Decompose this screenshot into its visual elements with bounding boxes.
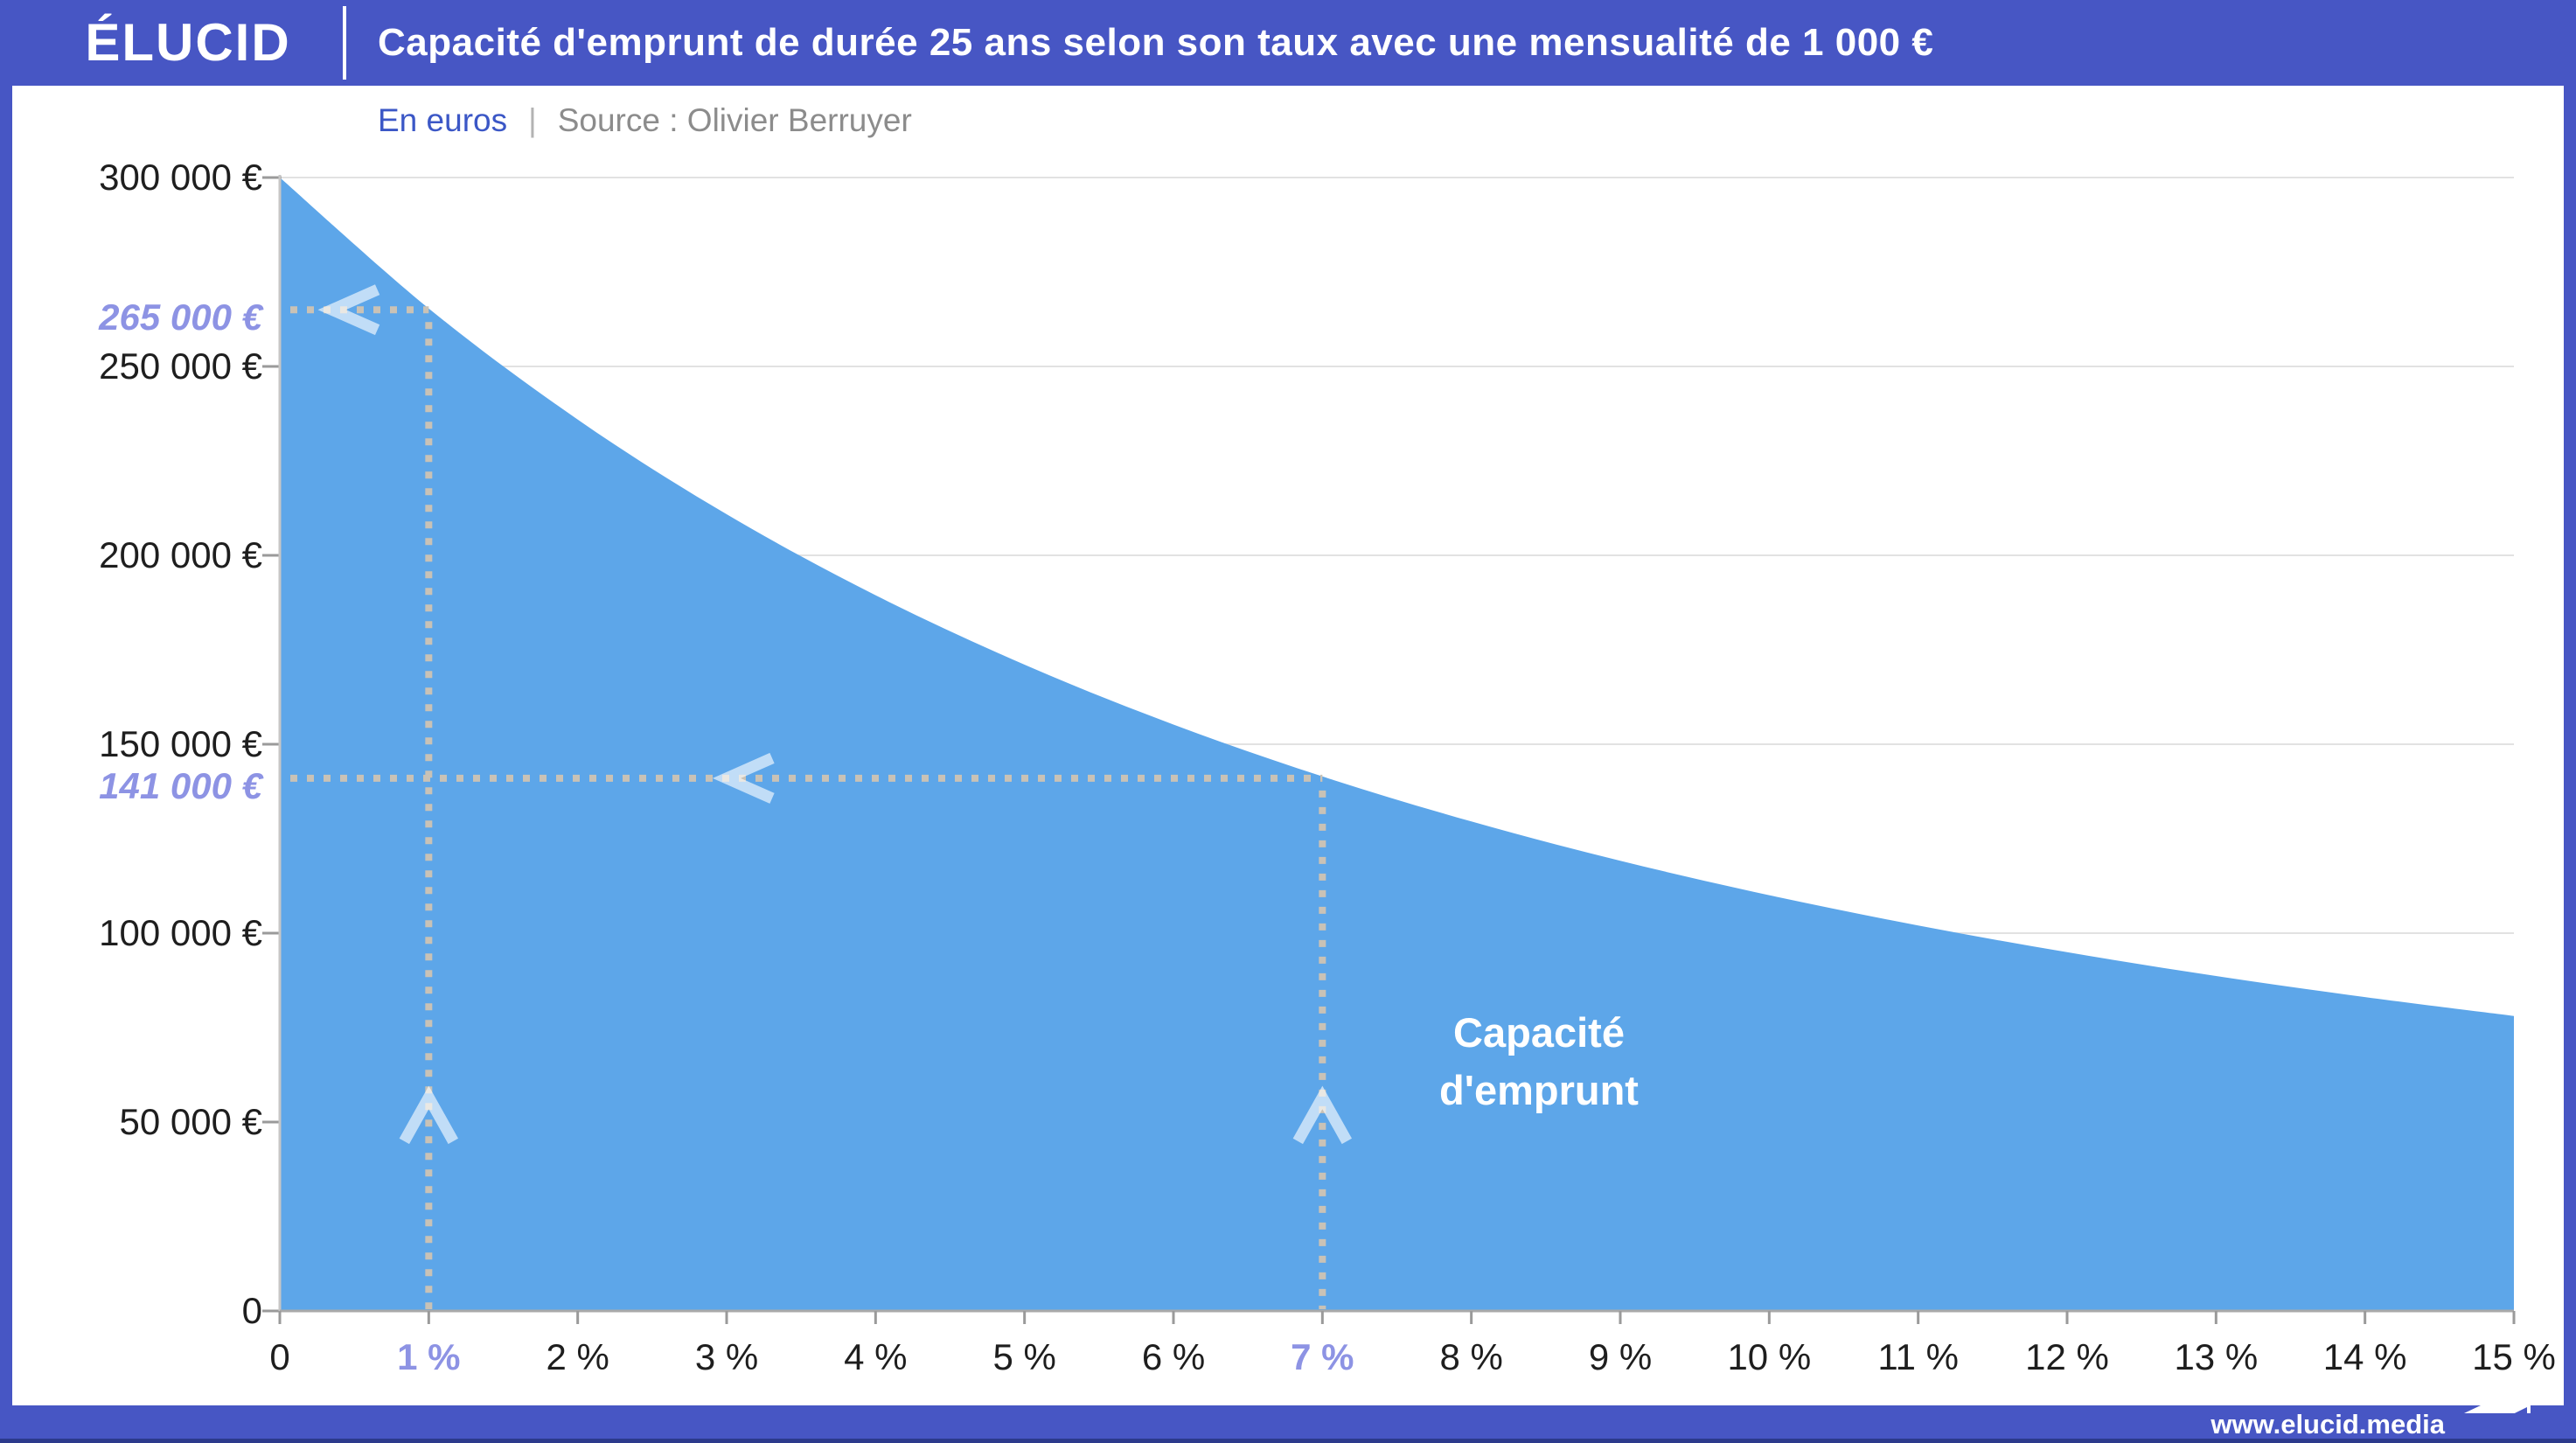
chart-title: Capacité d'emprunt de durée 25 ans selon… — [378, 21, 1934, 64]
x-axis-label: 12 % — [2025, 1336, 2109, 1377]
x-axis-label: 3 % — [694, 1336, 759, 1377]
x-axis-label: 7 % — [1291, 1336, 1354, 1377]
x-axis-label: 10 % — [1727, 1336, 1812, 1377]
unit-label: En euros — [378, 102, 508, 138]
page-left-border — [0, 0, 12, 1443]
footer-bottom-edge — [0, 1439, 2576, 1443]
footer-bar — [0, 1405, 2576, 1443]
x-axis-label: 8 % — [1439, 1336, 1503, 1377]
annotation-label-141000: 141 000 € — [99, 764, 262, 806]
y-axis-label: 100 000 € — [99, 912, 262, 953]
series-label-line2: d'emprunt — [1439, 1067, 1639, 1113]
y-axis-label: 50 000 € — [119, 1101, 263, 1142]
x-axis-label: 5 % — [992, 1336, 1056, 1377]
x-axis-label: 13 % — [2174, 1336, 2259, 1377]
x-axis-label: 14 % — [2322, 1336, 2407, 1377]
header-divider — [343, 6, 346, 80]
y-axis-label: 250 000 € — [99, 345, 262, 387]
elucid-logo: ÉLUCID — [85, 13, 291, 72]
series-label: Capacité d'emprunt — [1439, 1004, 1639, 1119]
x-axis-label: 11 % — [1877, 1336, 1959, 1377]
y-axis-label: 300 000 € — [99, 157, 262, 198]
x-axis-label: 0 — [269, 1336, 290, 1377]
chart-subtitle: En euros | Source : Olivier Berruyer — [378, 94, 912, 147]
x-axis-label: 4 % — [844, 1336, 908, 1377]
y-axis-label: 0 — [241, 1290, 262, 1331]
x-axis-label: 15 % — [2472, 1336, 2556, 1377]
subtitle-separator: | — [528, 102, 537, 138]
header-bar: ÉLUCID Capacité d'emprunt de durée 25 an… — [0, 0, 2576, 86]
series-label-line1: Capacité — [1453, 1009, 1625, 1056]
x-axis-label: 6 % — [1141, 1336, 1206, 1377]
x-axis-label: 9 % — [1588, 1336, 1653, 1377]
source-label: Source : Olivier Berruyer — [557, 102, 912, 138]
y-axis-label: 200 000 € — [99, 534, 262, 575]
elucid-flag-icon — [2464, 1382, 2531, 1433]
page-right-border — [2564, 0, 2576, 1443]
x-axis-label: 2 % — [546, 1336, 609, 1377]
footer-url: www.elucid.media — [2210, 1409, 2445, 1440]
annotation-label-265000: 265 000 € — [99, 296, 262, 338]
y-axis-label: 150 000 € — [99, 723, 262, 764]
x-axis-label: 1 % — [397, 1336, 461, 1377]
